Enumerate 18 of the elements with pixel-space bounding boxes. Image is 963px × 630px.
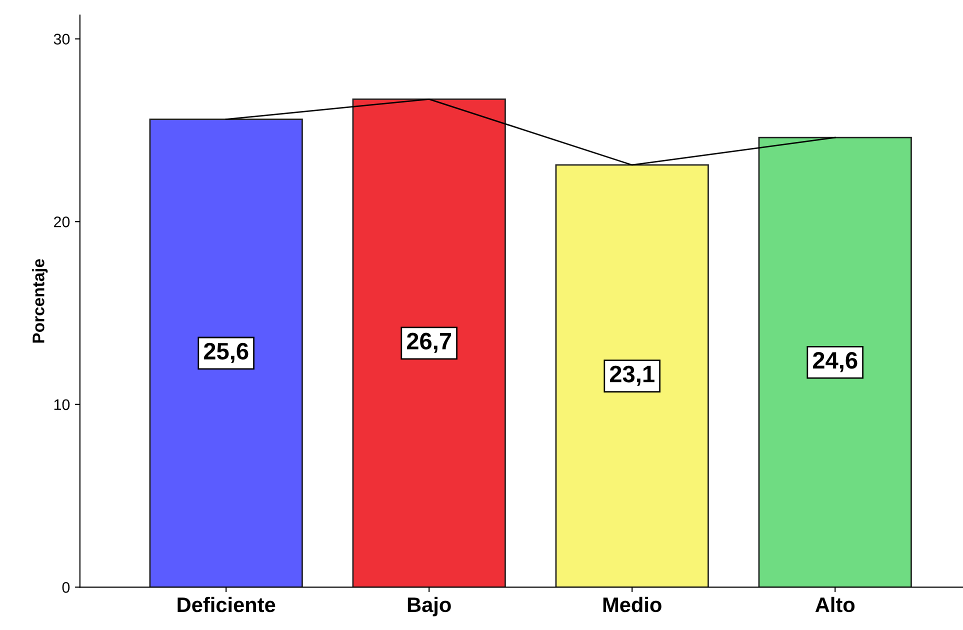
x-tick-label: Alto xyxy=(815,596,855,612)
bar xyxy=(758,136,912,588)
bar xyxy=(555,164,709,588)
line-series xyxy=(225,98,836,166)
data-label: 26,7 xyxy=(406,332,452,353)
y-tick-label: 10 xyxy=(54,399,70,410)
data-label: 25,6 xyxy=(204,342,248,363)
x-tick-label: Deficiente xyxy=(178,596,276,612)
data-label: 23,1 xyxy=(610,366,654,386)
bar xyxy=(352,98,506,588)
data-label: 24,6 xyxy=(812,352,858,372)
bar xyxy=(149,118,303,588)
y-tick-label: 30 xyxy=(54,34,70,45)
y-tick-label: 0 xyxy=(62,582,70,593)
x-tick-label: Bajo xyxy=(408,596,451,616)
x-tick-label: Medio xyxy=(603,596,662,612)
y-tick-label: 20 xyxy=(54,216,70,228)
y-axis-title: Porcentaje xyxy=(32,259,48,343)
